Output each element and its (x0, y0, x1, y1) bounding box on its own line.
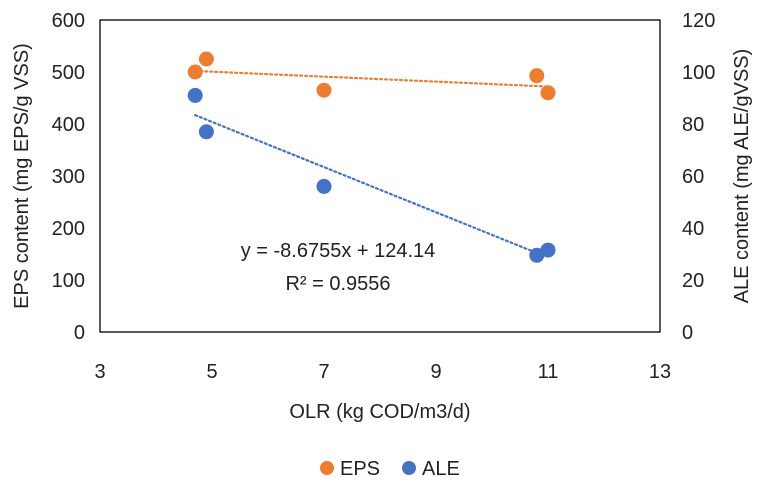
plot-area-frame (99, 19, 661, 333)
data-point-ale (198, 124, 214, 140)
r-squared-label: R² = 0.9556 (285, 273, 390, 295)
y-right-tick-label: 0 (682, 322, 693, 344)
x-tick-label: 9 (430, 361, 441, 383)
y-left-tick-label: 200 (52, 218, 85, 240)
y-right-tick-label: 20 (682, 270, 704, 292)
x-axis-label: OLR (kg COD/m3/d) (289, 401, 470, 423)
trendline-eps (194, 69, 550, 88)
legend-label-ale: ALE (422, 458, 460, 480)
y-right-tick-label: 100 (682, 62, 715, 84)
data-point-eps (316, 82, 332, 98)
y-axis-left-label: EPS content (mg EPS/g VSS) (11, 43, 33, 309)
trendline-equation: y = -8.6755x + 124.14 (241, 240, 436, 262)
y-right-tick-label: 60 (682, 166, 704, 188)
legend: EPS ALE (320, 458, 460, 480)
legend-marker-ale (402, 461, 416, 475)
data-point-ale (187, 87, 203, 103)
legend-marker-eps (320, 461, 334, 475)
y-right-tick-label: 120 (682, 10, 715, 32)
x-tick-label: 11 (538, 361, 559, 383)
x-tick-label: 3 (94, 361, 105, 383)
legend-label-eps: EPS (340, 458, 380, 480)
data-point-eps (540, 85, 556, 101)
data-point-eps (529, 68, 545, 84)
data-point-ale (540, 242, 556, 258)
y-left-tick-label: 100 (52, 270, 85, 292)
trendline-ale (194, 114, 538, 255)
y-left-tick-label: 500 (52, 62, 85, 84)
x-tick-label: 5 (206, 361, 217, 383)
x-tick-label: 13 (649, 361, 671, 383)
y-left-tick-label: 400 (52, 114, 85, 136)
y-left-tick-label: 0 (74, 322, 85, 344)
data-point-ale (316, 178, 332, 194)
y-right-tick-label: 40 (682, 218, 704, 240)
data-point-ale (529, 247, 545, 263)
data-point-eps (187, 64, 203, 80)
x-tick-label: 7 (318, 361, 329, 383)
y-left-tick-label: 300 (52, 166, 85, 188)
data-point-eps (198, 51, 214, 67)
y-left-tick-label: 600 (52, 10, 85, 32)
y-axis-right-label: ALE content (mg ALE/gVSS) (731, 49, 753, 304)
y-right-tick-label: 80 (682, 114, 704, 136)
